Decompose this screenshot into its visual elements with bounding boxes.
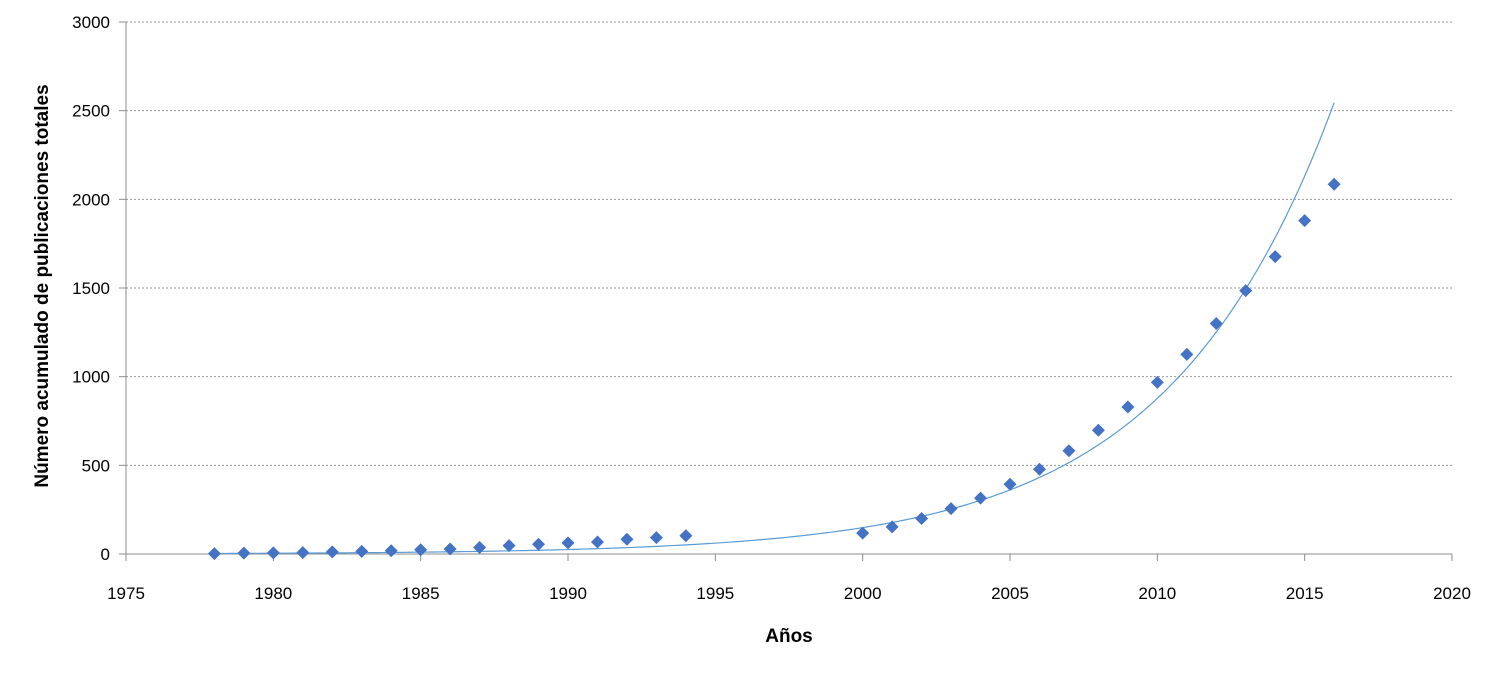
- y-tick-label: 2000: [72, 190, 110, 209]
- y-tick-label: 0: [101, 545, 110, 564]
- data-point-2010: [1150, 375, 1164, 389]
- y-tick-label: 3000: [72, 13, 110, 32]
- x-tick-labels: 1975 1980 1985 1990 1995 2000 2005 2010 2015 2020: [107, 554, 1471, 603]
- data-point-2006: [1032, 462, 1046, 476]
- data-point-2014: [1268, 250, 1282, 264]
- data-point-1991: [590, 535, 604, 549]
- y-tick-labels: 0 500 1000 1500 2000 2500 3000: [72, 13, 126, 564]
- x-axis-title: Años: [765, 626, 813, 647]
- data-points: [207, 177, 1341, 561]
- data-point-2001: [885, 520, 899, 534]
- x-tick-label: 2000: [844, 584, 882, 603]
- data-point-2011: [1180, 347, 1194, 361]
- data-point-1994: [679, 529, 693, 543]
- data-point-1979: [237, 546, 251, 560]
- data-point-2015: [1298, 214, 1312, 228]
- data-point-1992: [620, 532, 634, 546]
- data-point-1981: [296, 546, 310, 560]
- data-point-2009: [1121, 400, 1135, 414]
- data-point-1988: [502, 539, 516, 553]
- y-tick-label: 1000: [72, 368, 110, 387]
- x-tick-label: 1990: [549, 584, 587, 603]
- data-point-2013: [1239, 284, 1253, 298]
- y-tick-label: 2500: [72, 102, 110, 121]
- x-tick-label: 2020: [1433, 584, 1471, 603]
- x-tick-label: 1995: [696, 584, 734, 603]
- data-point-2004: [974, 491, 988, 505]
- data-point-1990: [561, 536, 575, 550]
- data-point-1980: [266, 546, 280, 560]
- data-point-1987: [473, 540, 487, 554]
- data-point-2002: [915, 512, 929, 526]
- data-point-1982: [325, 545, 339, 559]
- x-tick-label: 2015: [1286, 584, 1324, 603]
- x-tick-label: 1980: [254, 584, 292, 603]
- data-point-1978: [207, 547, 221, 561]
- y-axis-title: Número acumulado de publicaciones totale…: [32, 84, 53, 487]
- x-tick-label: 2010: [1138, 584, 1176, 603]
- data-point-1989: [532, 537, 546, 551]
- x-tick-label: 1985: [402, 584, 440, 603]
- data-point-1993: [649, 531, 663, 545]
- data-point-2005: [1003, 477, 1017, 491]
- data-point-2012: [1209, 316, 1223, 330]
- data-point-2000: [856, 526, 870, 540]
- y-tick-label: 500: [82, 456, 110, 475]
- trendline: [214, 102, 1335, 555]
- data-point-1985: [414, 543, 428, 557]
- x-tick-label: 1975: [107, 584, 145, 603]
- data-point-2003: [944, 502, 958, 516]
- data-point-1984: [384, 544, 398, 558]
- data-point-1983: [355, 544, 369, 558]
- data-point-2007: [1062, 444, 1076, 458]
- data-point-1986: [443, 542, 457, 556]
- gridlines: [126, 21, 1452, 466]
- data-point-2008: [1091, 423, 1105, 437]
- y-tick-label: 1500: [72, 279, 110, 298]
- x-tick-label: 2005: [991, 584, 1029, 603]
- data-point-2016: [1327, 177, 1341, 191]
